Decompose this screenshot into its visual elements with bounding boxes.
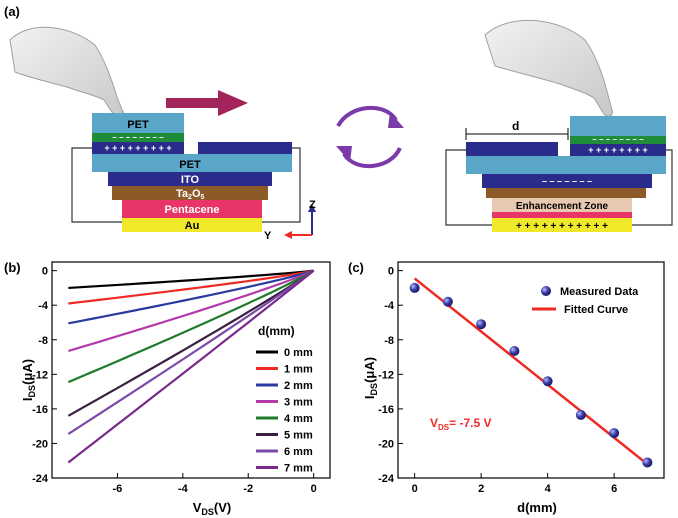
chart-b-series-line bbox=[67, 269, 315, 435]
axes-icon: Z Y bbox=[264, 199, 316, 242]
chart-c-ytick-label: -20 bbox=[378, 438, 394, 450]
left-au-label: Au bbox=[185, 220, 200, 232]
chart-b-ytick-label: 0 bbox=[42, 266, 48, 278]
chart-c-data-point bbox=[509, 345, 520, 356]
chart-c-data-point bbox=[409, 282, 420, 293]
chart-b-ytick-label: -8 bbox=[38, 335, 48, 347]
chart-b-legend-label: 2 mm bbox=[284, 380, 313, 392]
chart-b-ytick-label: -24 bbox=[32, 473, 49, 485]
chart-c-ytick-label: 0 bbox=[388, 266, 394, 278]
chart-b: -6 -4 -2 00-4-8-12-16-20-240 mm1 mm2 mm3 mm… bbox=[32, 261, 331, 495]
chart-c-legend-marker bbox=[541, 286, 551, 296]
chart-c-legend-fitted: Fitted Curve bbox=[564, 304, 628, 316]
chart-c-data-point bbox=[609, 428, 620, 439]
chart-c: 0 2 4 6 0 -4 -8 -12 -16 -20 -24 bbox=[378, 261, 665, 495]
chart-c-ytick-label: -24 bbox=[378, 473, 395, 485]
chart-b-xlabel: VDS(V) bbox=[193, 500, 232, 517]
chart-b-legend-title: d(mm) bbox=[258, 324, 295, 338]
left-pet-top-label: PET bbox=[127, 119, 149, 131]
left-device: PET – – – – – – – – + + + + + + + + + PE… bbox=[71, 113, 301, 232]
chart-b-xtick-label: -4 bbox=[178, 483, 189, 495]
chart-c-ytick-label: -16 bbox=[378, 404, 394, 416]
chart-b-frame bbox=[51, 261, 331, 479]
svg-text:– – – – – – –: – – – – – – – bbox=[542, 176, 592, 186]
left-ta2o5-label: Ta2O5 bbox=[176, 188, 205, 201]
chart-b-legend-label: 6 mm bbox=[284, 446, 313, 458]
axis-z-label: Z bbox=[309, 199, 316, 211]
chart-c-xlabel: d(mm) bbox=[517, 500, 557, 515]
left-ito-label: ITO bbox=[181, 174, 200, 186]
hand-left-icon bbox=[9, 26, 125, 121]
chart-b-ytick-label: -12 bbox=[32, 369, 48, 381]
chart-c-frame bbox=[397, 261, 665, 479]
left-pentacene-label: Pentacene bbox=[164, 204, 219, 216]
chart-b-ylabel: IDS(μA) bbox=[20, 359, 37, 401]
chart-b-legend-label: 1 mm bbox=[284, 364, 313, 376]
chart-b-legend-label: 4 mm bbox=[284, 413, 313, 425]
chart-c-data-point bbox=[575, 409, 586, 420]
chart-b-xtick-label: 0 bbox=[311, 483, 317, 495]
chart-b-ytick-label: -20 bbox=[32, 438, 48, 450]
slide-arrow-icon bbox=[166, 90, 248, 116]
chart-b-series-line bbox=[67, 269, 315, 384]
cycle-arrowhead-bottom bbox=[336, 146, 352, 162]
chart-c-fit-line bbox=[413, 277, 649, 466]
right-device: – – – – – – – – + + + + + + + + d – – – … bbox=[445, 116, 673, 232]
chart-b-xtick-label: -2 bbox=[243, 483, 253, 495]
chart-c-xtick-label: 6 bbox=[611, 483, 617, 495]
chart-c-data-point bbox=[642, 457, 653, 468]
svg-text:+ + + + + + + + +: + + + + + + + + + bbox=[104, 143, 171, 153]
left-pet-bottom-label: PET bbox=[179, 159, 201, 171]
chart-b-legend-label: 3 mm bbox=[284, 397, 313, 409]
chart-b-series-line bbox=[68, 269, 315, 353]
chart-b-legend-label: 0 mm bbox=[284, 347, 313, 359]
chart-c-ytick-label: -4 bbox=[384, 300, 395, 312]
hand-right-icon bbox=[484, 19, 613, 117]
chart-b-series-line bbox=[67, 269, 315, 417]
panel-label-a: (a) bbox=[4, 4, 20, 19]
chart-b-ytick-label: -4 bbox=[38, 300, 49, 312]
chart-c-ytick-label: -8 bbox=[384, 335, 394, 347]
chart-c-data-point bbox=[542, 376, 553, 387]
enhancement-zone-label: Enhancement Zone bbox=[516, 201, 609, 212]
svg-text:– – – – – – – –: – – – – – – – – bbox=[592, 135, 644, 144]
panel-label-b: (b) bbox=[4, 260, 21, 275]
svg-text:+ + + + + + + + + + +: + + + + + + + + + + + bbox=[516, 221, 608, 232]
chart-b-legend-label: 7 mm bbox=[284, 463, 313, 475]
chart-c-ylabel: IDS(μA) bbox=[362, 357, 379, 399]
distance-d-label: d bbox=[512, 119, 519, 133]
chart-c-xtick-label: 2 bbox=[478, 483, 484, 495]
chart-c-annotation: VDS= -7.5 V bbox=[430, 416, 492, 432]
chart-c-xtick-label: 0 bbox=[412, 483, 418, 495]
svg-text:+ + + + + + + +: + + + + + + + + bbox=[588, 145, 648, 155]
cycle-arrowhead-top bbox=[388, 112, 404, 128]
chart-c-data-point bbox=[442, 296, 453, 307]
chart-c-xtick-label: 4 bbox=[545, 483, 552, 495]
axis-y-label: Y bbox=[264, 230, 272, 242]
chart-c-data-point bbox=[476, 319, 487, 330]
chart-b-series-line bbox=[68, 269, 314, 325]
svg-text:– – – – – – – –: – – – – – – – – bbox=[112, 133, 164, 142]
chart-c-legend-measured: Measured Data bbox=[560, 286, 639, 298]
chart-b-series-line bbox=[67, 269, 315, 464]
chart-b-xtick-label: -6 bbox=[113, 483, 123, 495]
panel-label-c: (c) bbox=[348, 260, 364, 275]
chart-c-ytick-label: -12 bbox=[378, 369, 394, 381]
chart-b-series-line bbox=[68, 269, 314, 290]
chart-b-ytick-label: -16 bbox=[32, 404, 48, 416]
chart-b-series-line bbox=[68, 269, 314, 305]
chart-b-legend-label: 5 mm bbox=[284, 430, 313, 442]
